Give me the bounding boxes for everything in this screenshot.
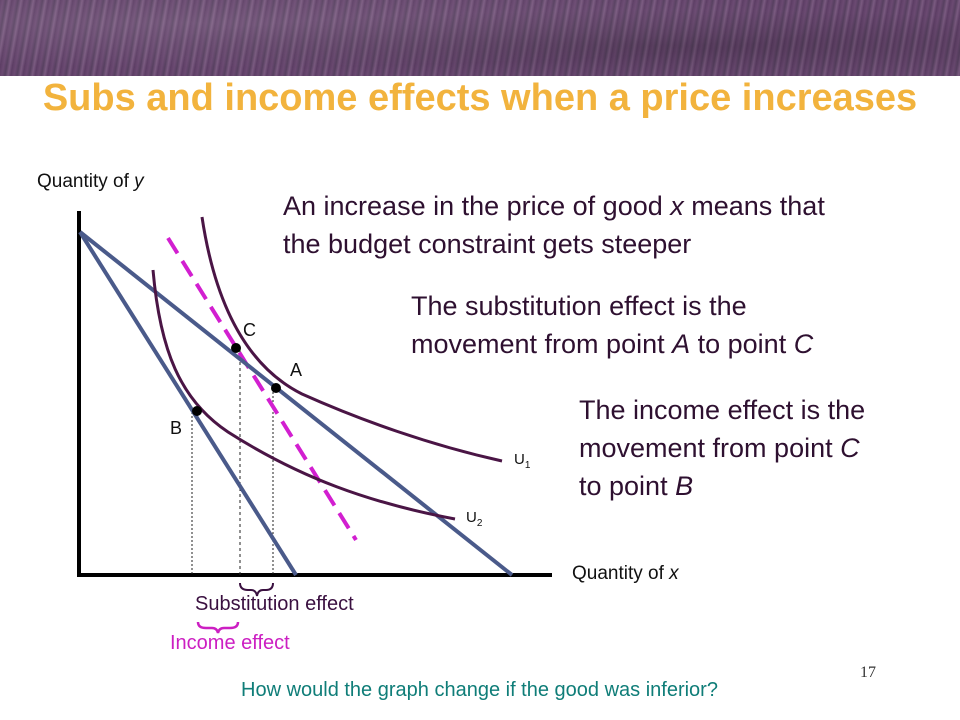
text2-part-a: movement from point — [411, 329, 673, 359]
income-effect-brace — [196, 621, 240, 634]
substitution-text-line2: movement from point A to point C — [411, 325, 813, 363]
text2-part-b: to point — [690, 329, 794, 359]
text3-var-b: B — [675, 471, 694, 501]
curve-u1-sub: 1 — [524, 460, 531, 471]
curve-u1-base: U — [514, 451, 525, 468]
new-budget-line — [78, 230, 298, 577]
point-b-marker — [192, 406, 202, 416]
point-c-label: C — [243, 320, 256, 340]
budget-constraint-line2: the budget constraint gets steeper — [283, 229, 692, 259]
y-axis-variable: y — [134, 171, 144, 192]
point-c-marker — [231, 343, 241, 353]
budget-constraint-text: An increase in the price of good x means… — [283, 187, 825, 263]
page-number: 17 — [860, 664, 876, 681]
curve-u2-sub: 2 — [476, 518, 483, 529]
point-a-label: A — [290, 360, 303, 380]
text3-var-c: C — [840, 433, 860, 463]
inferior-good-question: How would the graph change if the good w… — [241, 679, 718, 701]
title-banner — [0, 0, 960, 76]
budget-constraint-line1: An increase in the price of good x means… — [283, 187, 825, 225]
text1-part-b: means that — [683, 191, 825, 221]
income-effect-label: Income effect — [170, 632, 290, 654]
substitution-effect-text: The substitution effect is the movement … — [411, 287, 813, 363]
curve-u2-label: U2 — [466, 509, 482, 529]
curve-u2-base: U — [466, 509, 477, 526]
x-axis-label-text: Quantity of — [572, 563, 670, 584]
indifference-curve-u1 — [200, 216, 503, 463]
y-axis-label: Quantity of y — [37, 171, 144, 193]
text2-var-a: A — [672, 329, 691, 359]
text3-part-a: movement from point — [579, 433, 841, 463]
income-text-line1: The income effect is the — [579, 395, 866, 425]
x-axis-variable: x — [669, 563, 679, 584]
compensated-budget-line — [166, 236, 358, 542]
income-text-line3: to point B — [579, 467, 865, 505]
indifference-curve-u2 — [151, 269, 456, 521]
point-a-marker — [271, 383, 281, 393]
slide-title: Subs and income effects when a price inc… — [42, 77, 918, 119]
y-axis-label-text: Quantity of — [37, 171, 135, 192]
curve-u1-label: U1 — [514, 451, 530, 471]
income-text-line2: movement from point C — [579, 429, 865, 467]
substitution-text-line1: The substitution effect is the — [411, 291, 747, 321]
x-axis-label: Quantity of x — [572, 563, 679, 585]
text1-part-a: An increase in the price of good — [283, 191, 671, 221]
text3-part-b: to point — [579, 471, 676, 501]
text2-var-c: C — [793, 329, 814, 359]
substitution-effect-brace — [239, 582, 274, 597]
substitution-effect-label: Substitution effect — [195, 593, 354, 615]
point-b-label: B — [170, 418, 183, 438]
text1-var: x — [670, 191, 684, 221]
income-effect-text: The income effect is the movement from p… — [579, 391, 865, 505]
original-budget-line — [78, 230, 514, 577]
